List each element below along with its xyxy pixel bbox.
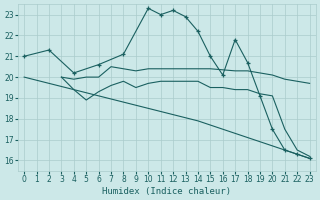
- X-axis label: Humidex (Indice chaleur): Humidex (Indice chaleur): [102, 187, 231, 196]
